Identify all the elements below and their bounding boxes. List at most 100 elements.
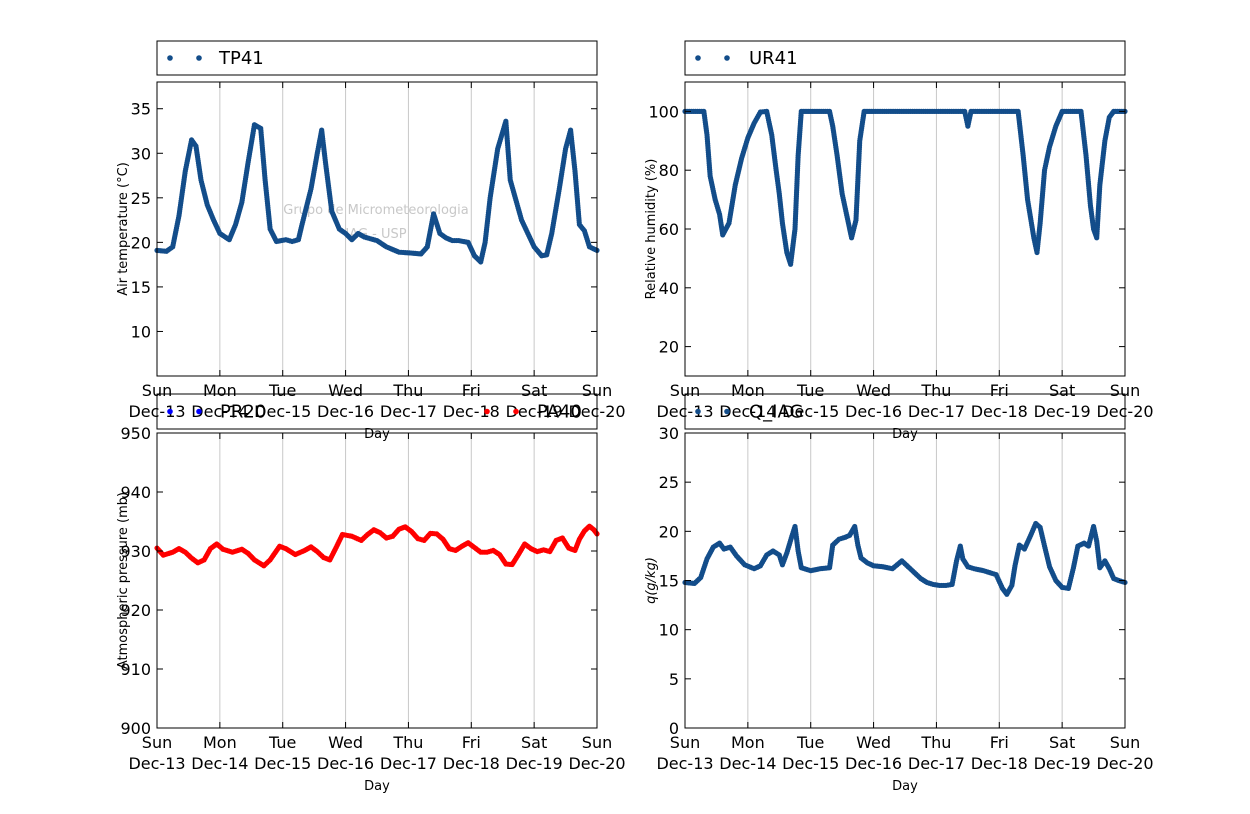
- y-tick-label: 10: [659, 621, 679, 640]
- series-Q_IAG: [682, 520, 1128, 597]
- x-tick-label-date: Dec-19: [1034, 754, 1091, 773]
- legend-label: UR41: [749, 48, 798, 69]
- x-tick-label-date: Dec-18: [971, 402, 1028, 421]
- y-tick-label: 15: [131, 278, 151, 297]
- legend-label: TP41: [218, 48, 264, 69]
- y-tick-label: 20: [659, 522, 679, 541]
- x-tick-label-date: Dec-14: [719, 754, 776, 773]
- x-tick-label-day: Thu: [920, 733, 951, 752]
- x-tick-label-date: Dec-13: [656, 754, 713, 773]
- y-tick-label: 930: [120, 542, 151, 561]
- x-tick-label-day: Sat: [1049, 733, 1075, 752]
- x-tick-label-day: Sun: [582, 381, 612, 400]
- y-axis-label: Relative humidity (%): [644, 159, 659, 300]
- x-tick-label-date: Dec-16: [317, 402, 374, 421]
- y-tick-label: 60: [659, 220, 679, 239]
- x-tick-label-date: Dec-13: [128, 754, 185, 773]
- x-tick-label-date: Dec-15: [782, 402, 839, 421]
- x-tick-label-date: Dec-18: [443, 402, 500, 421]
- y-tick-label: 100: [648, 102, 679, 121]
- x-tick-label-day: Fri: [462, 733, 481, 752]
- x-tick-label-date: Dec-14: [191, 402, 248, 421]
- x-tick-label-date: Dec-16: [845, 402, 902, 421]
- chart-pres: 900 910 920 930 940 950 Sun Dec-13 Mon Dec-14 Tue D…: [116, 393, 626, 794]
- x-tick-label-day: Tue: [796, 733, 824, 752]
- y-tick-label: 910: [120, 660, 151, 679]
- x-tick-label-date: Dec-17: [908, 402, 965, 421]
- x-tick-label-day: Thu: [920, 381, 951, 400]
- x-tick-label-date: Dec-19: [506, 754, 563, 773]
- legend-label: PA40: [537, 402, 582, 423]
- legend-box: [156, 393, 598, 430]
- y-axis-label: q(g/kg): [644, 557, 659, 604]
- x-tick-label-day: Thu: [392, 733, 423, 752]
- y-tick-label: 950: [120, 424, 151, 443]
- legend-label: Q_IAG: [749, 402, 803, 423]
- x-tick-label-day: Wed: [328, 733, 363, 752]
- legend-marker: [695, 55, 701, 61]
- x-tick-label-day: Sun: [582, 733, 612, 752]
- x-tick-label-day: Wed: [856, 381, 891, 400]
- watermark-line-1: Grupo de Micrometeorologia: [283, 203, 469, 218]
- x-tick-label-date: Dec-14: [191, 754, 248, 773]
- chart-q: 0 5 10 15 20 25 30 Sun Dec-13 Mon Dec-14 Tue Dec-15 W…: [644, 393, 1154, 794]
- y-axis-label: Air temperature (°C): [116, 162, 131, 296]
- x-tick-label-day: Tue: [268, 733, 296, 752]
- y-tick-label: 80: [659, 161, 679, 180]
- x-tick-label-date: Dec-19: [506, 402, 563, 421]
- plot-frame: [156, 81, 598, 377]
- plot-frame: [156, 432, 598, 729]
- x-tick-label-day: Tue: [796, 381, 824, 400]
- x-tick-label-day: Fri: [990, 733, 1009, 752]
- legend-marker: [196, 55, 202, 61]
- x-tick-label-date: Dec-17: [380, 402, 437, 421]
- x-tick-label-day: Sun: [670, 381, 700, 400]
- x-tick-label-date: Dec-20: [1096, 754, 1153, 773]
- series-PA40: [154, 523, 600, 569]
- x-tick-label-day: Tue: [268, 381, 296, 400]
- series-TP41: [154, 118, 600, 265]
- legend-marker: [196, 408, 202, 415]
- legend-marker: [167, 55, 173, 61]
- x-axis-label: Day: [364, 779, 390, 794]
- x-tick-label-day: Sat: [521, 733, 547, 752]
- y-tick-label: 5: [669, 670, 679, 689]
- x-tick-label-date: Dec-15: [782, 754, 839, 773]
- x-tick-label-date: Dec-18: [971, 754, 1028, 773]
- y-tick-label: 920: [120, 601, 151, 620]
- x-tick-label-day: Sun: [142, 381, 172, 400]
- y-tick-label: 0: [669, 719, 679, 738]
- x-tick-label-day: Mon: [203, 381, 237, 400]
- legend-marker: [724, 408, 730, 415]
- x-tick-label-date: Dec-18: [443, 754, 500, 773]
- legend-label: PR20: [220, 402, 266, 423]
- chart-temp: 101520253035SunDec-13MonDec-14TueDec-15W…: [116, 40, 626, 442]
- x-tick-label-day: Sun: [670, 733, 700, 752]
- y-tick-label: 20: [131, 233, 151, 252]
- x-tick-label-day: Sun: [1110, 381, 1140, 400]
- legend-marker: [513, 408, 519, 415]
- watermark-line-2: IAG - USP: [345, 227, 406, 242]
- legend-box: [684, 40, 1126, 76]
- y-tick-label: 10: [131, 322, 151, 341]
- x-tick-label-day: Wed: [328, 381, 363, 400]
- legend-marker: [695, 408, 701, 415]
- y-tick-label: 15: [659, 572, 679, 591]
- y-tick-label: 35: [131, 100, 151, 119]
- legend: UR41: [684, 40, 1126, 76]
- x-tick-label-date: Dec-16: [845, 754, 902, 773]
- legend-marker: [167, 408, 173, 415]
- y-tick-label: 40: [659, 279, 679, 298]
- chart-rh: 20406080100SunDec-13MonDec-14TueDec-15We…: [644, 40, 1154, 442]
- series-UR41: [682, 108, 1128, 267]
- x-tick-label-date: Dec-19: [1034, 402, 1091, 421]
- y-tick-label: 25: [131, 189, 151, 208]
- legend-box: [156, 40, 598, 76]
- x-axis-label: Day: [364, 427, 390, 442]
- x-tick-label-day: Sat: [1049, 381, 1075, 400]
- legend-marker: [484, 408, 490, 415]
- legend-box: [684, 393, 1126, 430]
- legend: PR20 PA40: [156, 393, 598, 430]
- x-tick-label-day: Wed: [856, 733, 891, 752]
